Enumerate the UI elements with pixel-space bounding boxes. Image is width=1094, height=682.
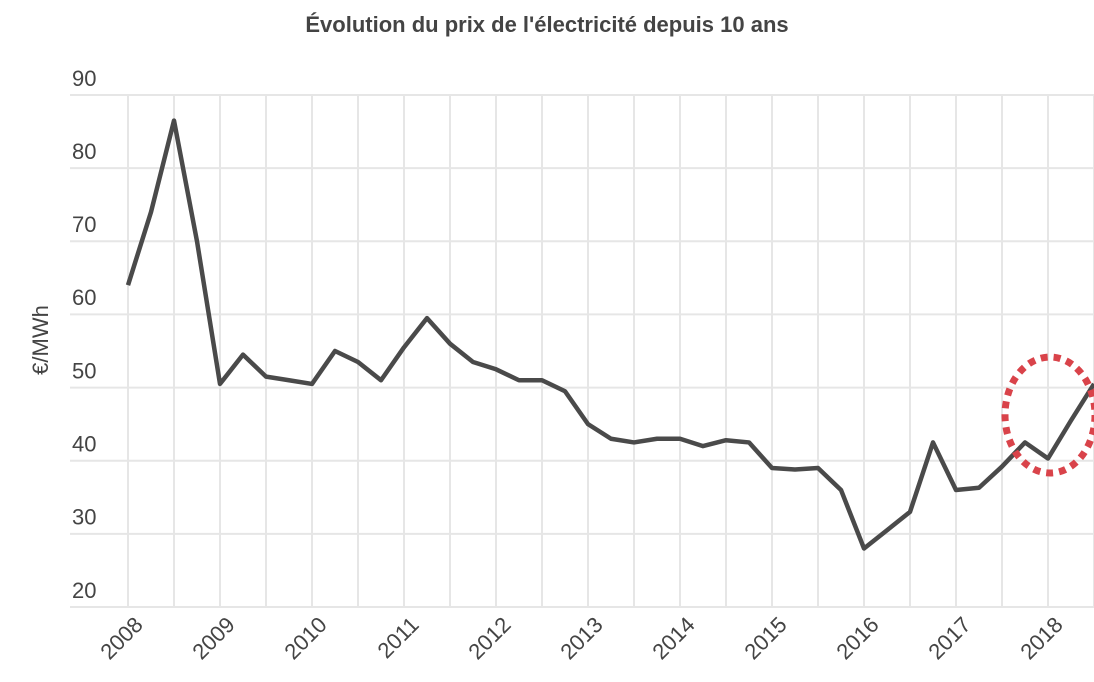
x-tick-label: 2011 (373, 612, 424, 663)
y-tick-label: 50 (72, 358, 96, 383)
x-tick-label: 2010 (279, 612, 331, 664)
x-tick-label: 2008 (95, 612, 147, 664)
x-tick-label: 2009 (187, 612, 239, 664)
y-axis-label: €/MWh (28, 305, 53, 375)
y-tick-label: 60 (72, 285, 96, 310)
x-tick-label: 2018 (1015, 612, 1067, 664)
highlight-circle (1001, 353, 1094, 477)
x-tick-label: 2016 (831, 612, 883, 664)
data-line (125, 118, 1094, 551)
y-tick-label: 80 (72, 139, 96, 164)
y-tick-label: 20 (72, 578, 96, 603)
x-tick-label: 2015 (739, 612, 791, 664)
x-tick-label: 2012 (463, 612, 515, 664)
x-tick-label: 2017 (923, 612, 975, 664)
x-tick-label: 2013 (555, 612, 607, 664)
y-tick-label: 40 (72, 432, 96, 457)
chart-title: Évolution du prix de l'électricité depui… (305, 12, 788, 37)
x-tick-label: 2014 (647, 612, 699, 664)
y-tick-label: 90 (72, 66, 96, 91)
y-tick-label: 70 (72, 212, 96, 237)
y-tick-label: 30 (72, 505, 96, 530)
